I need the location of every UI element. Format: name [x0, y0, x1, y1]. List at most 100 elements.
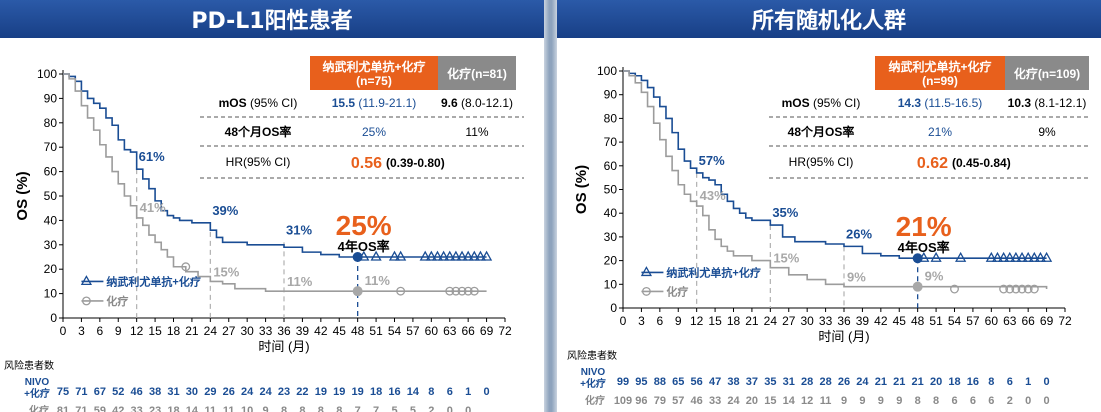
table-row-chemo: 10.3 (8.1-12.1)	[1008, 96, 1087, 110]
risk-count-nivo: 19	[333, 386, 345, 398]
censor-triangle	[419, 250, 431, 261]
table-row-nivo: 15.5 (11.9-21.1)	[332, 96, 417, 110]
landmark-label-chemo: 15%	[213, 264, 239, 279]
x-tick-label: 39	[856, 314, 870, 328]
risk-label-nivo-1: NIVO	[25, 377, 50, 388]
risk-count-nivo: 52	[112, 386, 124, 398]
censor-triangle	[997, 251, 1010, 262]
y-tick-label: 80	[604, 111, 618, 125]
risk-count-nivo: 0	[484, 386, 490, 398]
risk-count-nivo: 29	[204, 386, 216, 398]
table-row-nivo: 21%	[928, 125, 952, 139]
censor-circle	[469, 286, 479, 296]
x-tick-label: 45	[333, 324, 347, 338]
table-header-nivo-bg	[875, 56, 1005, 90]
nivo-curve	[623, 70, 1047, 260]
censor-triangle	[1010, 251, 1022, 262]
x-tick-label: 60	[985, 314, 999, 328]
risk-count-chemo: 10	[241, 405, 253, 412]
risk-count-nivo: 6	[1007, 376, 1013, 388]
x-tick-label: 48	[911, 314, 925, 328]
highlight-sub-label: 4年OS率	[338, 239, 390, 254]
censor-circle	[451, 286, 461, 296]
x-tick-label: 51	[929, 314, 943, 328]
risk-count-chemo: 8	[933, 395, 939, 407]
y-tick-label: 30	[604, 230, 618, 244]
y-tick-label: 10	[44, 287, 58, 301]
x-tick-label: 33	[819, 314, 833, 328]
table-row-label: 48个月OS率	[788, 124, 855, 139]
risk-count-chemo: 6	[988, 395, 994, 407]
risk-label-nivo-1: NIVO	[581, 367, 606, 378]
x-tick-label: 57	[966, 314, 980, 328]
highlight-dot-chemo	[912, 281, 923, 292]
landmark-label-chemo: 43%	[700, 188, 726, 203]
censor-triangle	[930, 251, 942, 262]
x-tick-label: 66	[461, 324, 475, 338]
legend-marker-nivo	[640, 266, 653, 277]
x-tick-label: 9	[115, 324, 122, 338]
risk-count-chemo: 42	[112, 405, 124, 412]
x-tick-label: 54	[388, 324, 402, 338]
risk-count-nivo: 38	[149, 386, 161, 398]
censor-triangle	[437, 250, 450, 261]
x-tick-label: 60	[425, 324, 439, 338]
risk-label-chemo: 化疗	[585, 394, 605, 407]
censor-triangle	[474, 250, 487, 261]
x-tick-label: 63	[443, 324, 457, 338]
table-header-nivo-n: (n=99)	[922, 74, 958, 88]
table-row-label: 48个月OS率	[225, 124, 292, 139]
panel-title: 所有随机化人群	[557, 0, 1101, 38]
risk-count-chemo: 11	[820, 395, 832, 407]
y-tick-label: 10	[604, 277, 618, 291]
hr-label: HR(95% CI)	[226, 155, 291, 169]
x-tick-label: 63	[1003, 314, 1017, 328]
y-tick-label: 20	[604, 254, 618, 268]
risk-count-chemo: 0	[465, 405, 471, 412]
risk-count-chemo: 33	[131, 405, 143, 412]
x-tick-label: 36	[837, 314, 851, 328]
x-tick-label: 0	[620, 314, 627, 328]
risk-count-chemo: 0	[447, 405, 453, 412]
legend-label-chemo: 化疗	[106, 294, 128, 308]
censor-circle	[1023, 284, 1033, 294]
risk-count-nivo: 0	[1044, 376, 1050, 388]
x-tick-label: 36	[277, 324, 291, 338]
x-tick-label: 30	[240, 324, 254, 338]
x-tick-label: 30	[800, 314, 814, 328]
censor-circle	[457, 286, 467, 296]
hr-ci: (0.39-0.80)	[386, 156, 445, 170]
highlight-chemo-label: 9%	[925, 269, 944, 284]
risk-count-chemo: 9	[859, 395, 865, 407]
risk-count-chemo: 6	[951, 395, 957, 407]
risk-count-nivo: 14	[407, 386, 420, 398]
table-row-chemo: 9.6 (8.0-12.1)	[441, 96, 513, 110]
risk-count-nivo: 26	[223, 386, 235, 398]
risk-count-chemo: 9	[263, 405, 269, 412]
legend-marker-nivo	[80, 275, 93, 286]
risk-count-nivo: 26	[838, 376, 850, 388]
censor-circle	[181, 262, 191, 272]
table-row-nivo: 14.3 (11.5-16.5)	[898, 96, 983, 110]
legend-label-chemo: 化疗	[666, 284, 688, 298]
risk-count-chemo: 14	[783, 395, 796, 407]
risk-count-nivo: 21	[875, 376, 887, 388]
risk-count-nivo: 56	[691, 376, 703, 388]
risk-count-nivo: 24	[241, 386, 254, 398]
y-tick-label: 30	[44, 238, 58, 252]
risk-count-nivo: 21	[912, 376, 924, 388]
landmark-label-nivo: 39%	[212, 203, 238, 218]
x-tick-label: 39	[296, 324, 310, 338]
risk-count-nivo: 19	[315, 386, 327, 398]
y-tick-label: 70	[604, 135, 618, 149]
risk-count-nivo: 35	[764, 376, 776, 388]
censor-circle	[1005, 284, 1015, 294]
x-tick-label: 21	[185, 324, 199, 338]
risk-count-nivo: 47	[709, 376, 721, 388]
risk-count-nivo: 22	[296, 386, 308, 398]
risk-count-nivo: 31	[783, 376, 795, 388]
risk-count-chemo: 2	[1007, 395, 1013, 407]
risk-count-chemo: 18	[167, 405, 179, 412]
risk-count-nivo: 28	[801, 376, 813, 388]
x-tick-label: 57	[406, 324, 420, 338]
